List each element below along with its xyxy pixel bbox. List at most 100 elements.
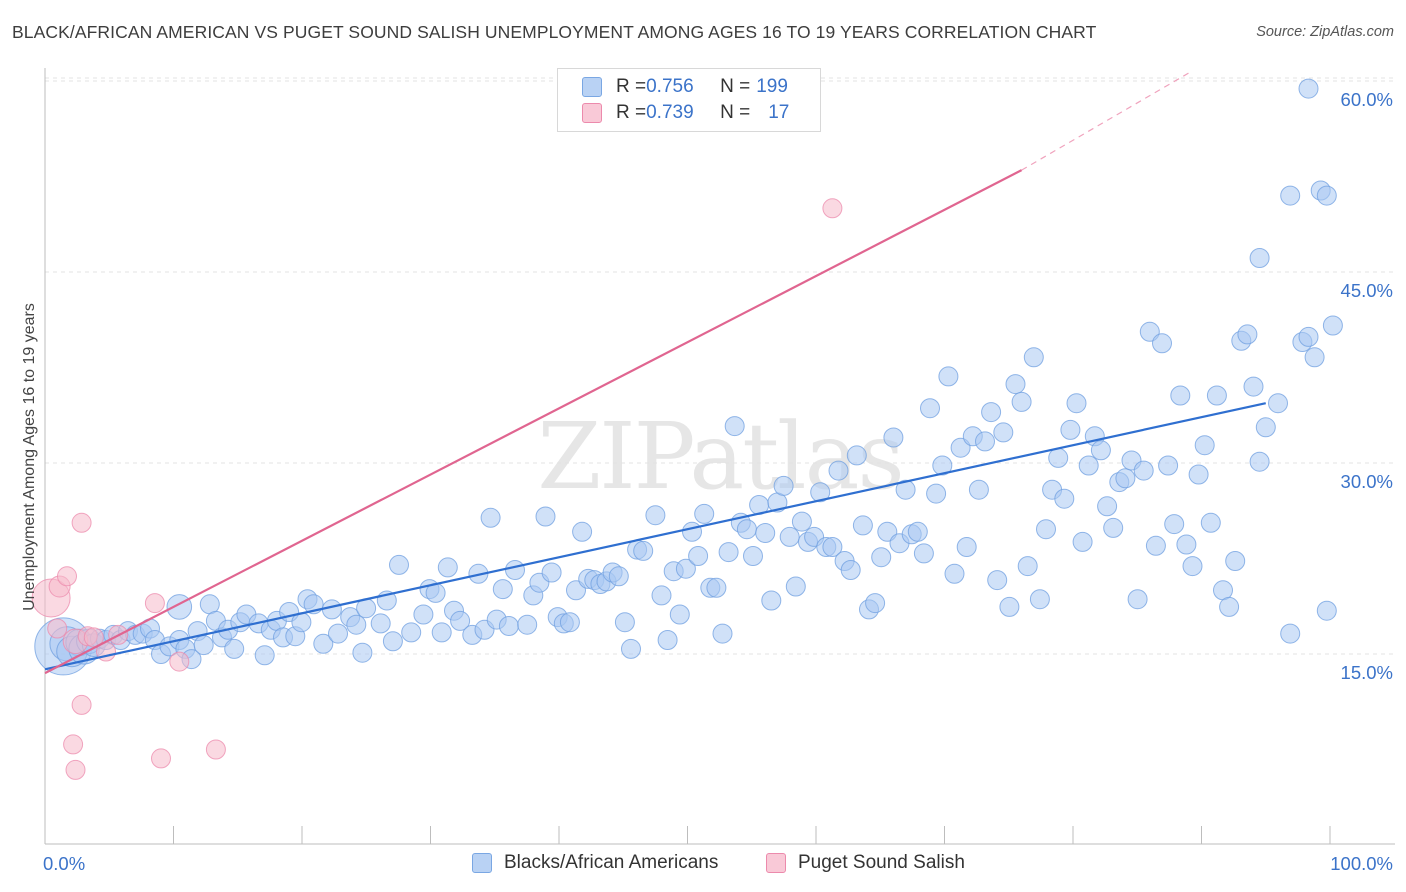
point-salish (144, 593, 165, 614)
x-tick-label: 100.0% (1330, 853, 1393, 874)
point-blacks (779, 526, 800, 547)
point-blacks (1194, 435, 1215, 456)
point-blacks (1206, 385, 1227, 406)
bottom-legend-swatch-pink (766, 853, 786, 873)
point-blacks (675, 558, 696, 579)
point-blacks (736, 519, 757, 540)
point-blacks (852, 515, 873, 536)
point-blacks (1158, 455, 1179, 476)
legend-swatch-blue (582, 77, 602, 97)
point-blacks (389, 554, 409, 575)
point-salish (205, 739, 226, 760)
point-blacks (633, 540, 654, 561)
point-blacks (1152, 333, 1172, 354)
point-blacks (926, 483, 947, 504)
point-blacks (1133, 460, 1154, 481)
point-blacks (1066, 393, 1087, 414)
point-blacks (993, 422, 1014, 443)
point-blacks (761, 590, 782, 611)
point-blacks (1005, 374, 1026, 395)
point-blacks (1115, 468, 1136, 489)
point-blacks (1017, 556, 1038, 577)
point-blacks (1298, 326, 1319, 347)
point-blacks (1304, 347, 1325, 368)
point-blacks (938, 366, 959, 387)
point-blacks (999, 596, 1020, 617)
point-salish (71, 694, 92, 715)
point-blacks (321, 599, 342, 620)
point-blacks (1048, 447, 1069, 468)
point-blacks (688, 546, 709, 566)
point-blacks (431, 622, 452, 643)
point-blacks (328, 623, 348, 644)
point-blacks (743, 546, 763, 566)
point-blacks (224, 638, 245, 659)
point-salish (63, 734, 84, 755)
point-blacks (559, 612, 580, 633)
point-blacks (1103, 517, 1124, 538)
point-blacks (608, 566, 629, 587)
bottom-legend-salish: Puget Sound Salish (766, 852, 965, 874)
point-blacks (956, 537, 977, 557)
point-blacks (883, 427, 904, 448)
point-blacks (920, 398, 940, 419)
bottom-legend-swatch-blue (472, 853, 492, 873)
point-blacks (1078, 455, 1099, 476)
point-blacks (682, 521, 702, 542)
point-blacks (657, 630, 678, 650)
point-blacks (718, 542, 739, 563)
point-blacks (1054, 488, 1075, 509)
point-blacks (1280, 623, 1301, 644)
point-blacks (492, 579, 513, 600)
point-blacks (828, 460, 849, 481)
point-blacks (370, 613, 391, 634)
point-blacks (437, 557, 458, 578)
point-blacks (724, 416, 745, 437)
point-blacks (1170, 385, 1191, 406)
point-blacks (621, 638, 641, 659)
legend-n-value: 17 (768, 102, 790, 123)
point-salish (71, 512, 92, 533)
point-salish (65, 759, 86, 780)
point-blacks (846, 445, 867, 466)
point-blacks (1145, 535, 1166, 556)
point-blacks (1023, 347, 1044, 368)
point-blacks (1237, 324, 1258, 345)
point-blacks (785, 576, 806, 597)
point-blacks (1249, 451, 1270, 472)
y-tick-label: 60.0% (1341, 89, 1393, 110)
point-blacks (1298, 78, 1319, 99)
point-blacks (755, 523, 776, 543)
chart-title: BLACK/AFRICAN AMERICAN VS PUGET SOUND SA… (12, 22, 1097, 42)
point-salish (151, 748, 171, 769)
point-blacks (1176, 534, 1197, 555)
point-blacks (981, 402, 1002, 423)
point-blacks (352, 642, 373, 663)
legend-n-label: N = (720, 76, 751, 97)
trend-line-salish (44, 169, 1023, 675)
point-blacks (944, 563, 965, 584)
point-blacks (413, 604, 434, 625)
legend-row-blacks: R = 0.756 N = 199 (582, 75, 788, 99)
point-blacks (932, 455, 953, 476)
point-blacks (1139, 321, 1160, 342)
point-blacks (1182, 556, 1203, 577)
point-blacks (313, 633, 334, 654)
point-salish (169, 651, 190, 672)
point-blacks (614, 612, 635, 633)
point-blacks (1090, 440, 1111, 461)
point-blacks (517, 614, 538, 635)
point-blacks (450, 610, 471, 631)
point-blacks (1243, 376, 1264, 397)
point-blacks (254, 645, 275, 666)
point-blacks (480, 507, 501, 528)
point-blacks (1097, 496, 1118, 517)
point-blacks (913, 543, 934, 564)
source-label: Source: ZipAtlas.com (1256, 24, 1394, 40)
legend-row-salish: R = 0.739 N = 17 (582, 101, 789, 125)
point-blacks (1322, 315, 1343, 336)
y-tick-label: 30.0% (1341, 471, 1393, 492)
point-blacks (1127, 589, 1148, 610)
point-blacks (1011, 391, 1032, 412)
point-blacks (1316, 600, 1337, 621)
